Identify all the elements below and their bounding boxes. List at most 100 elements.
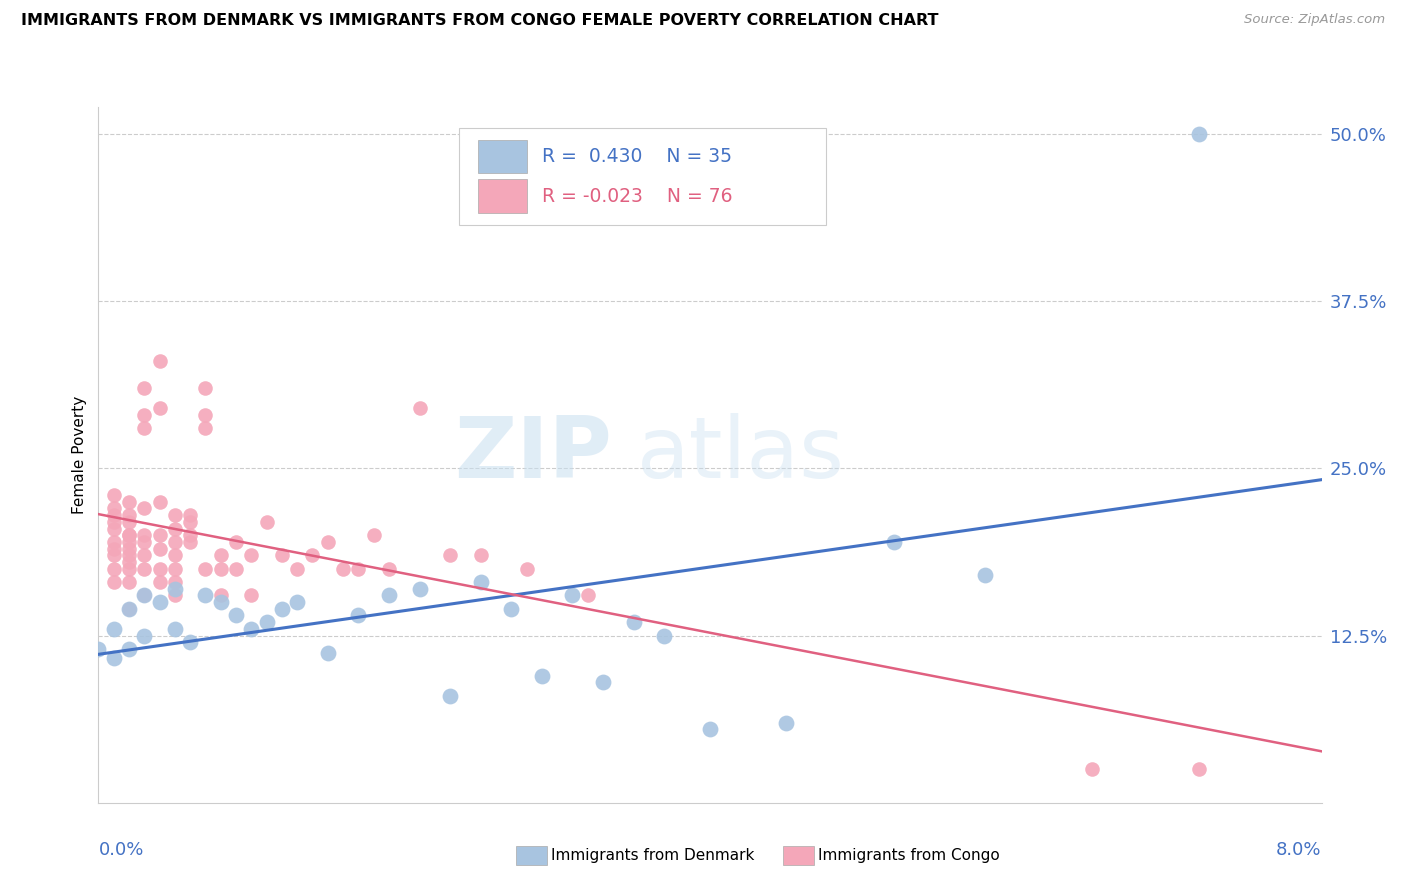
Point <box>179 508 201 523</box>
Point <box>134 628 156 642</box>
Point <box>103 562 125 576</box>
Point <box>163 589 186 603</box>
Point <box>316 535 339 549</box>
Point <box>149 562 172 576</box>
Point <box>118 535 141 549</box>
Point <box>134 548 156 563</box>
Point <box>103 508 125 523</box>
Point <box>592 675 614 690</box>
Text: Immigrants from Congo: Immigrants from Congo <box>818 848 1000 863</box>
Point <box>149 541 172 556</box>
Point <box>149 401 172 416</box>
Point <box>149 595 172 609</box>
Text: ZIP: ZIP <box>454 413 612 497</box>
Point <box>285 562 308 576</box>
Point <box>118 602 141 616</box>
Point <box>118 642 141 657</box>
Point <box>163 575 186 590</box>
Text: R =  0.430    N = 35: R = 0.430 N = 35 <box>543 147 733 166</box>
Point <box>194 562 217 576</box>
Bar <box>478 179 526 213</box>
Point <box>103 622 125 636</box>
Point <box>134 408 156 422</box>
Point <box>408 582 430 596</box>
Point <box>149 575 172 590</box>
Point <box>103 575 125 590</box>
Point <box>163 622 186 636</box>
Point <box>316 646 339 660</box>
Text: atlas: atlas <box>637 413 845 497</box>
Point <box>163 535 186 549</box>
Point <box>209 589 232 603</box>
Point <box>179 528 201 542</box>
Point <box>225 608 247 623</box>
Point <box>134 421 156 435</box>
Point <box>163 508 186 523</box>
Text: IMMIGRANTS FROM DENMARK VS IMMIGRANTS FROM CONGO FEMALE POVERTY CORRELATION CHAR: IMMIGRANTS FROM DENMARK VS IMMIGRANTS FR… <box>21 13 939 29</box>
Point <box>408 401 430 416</box>
Point <box>149 494 172 508</box>
Point <box>134 535 156 549</box>
Point <box>285 595 308 609</box>
Text: 0.0%: 0.0% <box>98 841 143 859</box>
Point <box>775 715 797 730</box>
Text: 8.0%: 8.0% <box>1277 841 1322 859</box>
Point <box>378 589 401 603</box>
Point <box>118 575 141 590</box>
Point <box>439 689 461 703</box>
Point <box>163 548 186 563</box>
Point <box>134 528 156 542</box>
Point <box>1188 762 1211 776</box>
Point <box>561 589 583 603</box>
Point <box>118 555 141 569</box>
Point <box>240 548 263 563</box>
Point <box>134 562 156 576</box>
Point <box>134 589 156 603</box>
Point <box>883 535 905 549</box>
Point <box>332 562 354 576</box>
Point <box>163 562 186 576</box>
Point <box>118 562 141 576</box>
Point <box>439 548 461 563</box>
Point <box>118 602 141 616</box>
Point <box>118 528 141 542</box>
Point <box>1081 762 1104 776</box>
Point <box>179 535 201 549</box>
Point <box>103 521 125 535</box>
Point <box>149 354 172 368</box>
Point <box>118 494 141 508</box>
Point <box>134 381 156 395</box>
Point <box>209 595 232 609</box>
Point <box>103 651 125 665</box>
Bar <box>478 140 526 173</box>
Point <box>149 528 172 542</box>
Point <box>270 548 294 563</box>
Text: R = -0.023    N = 76: R = -0.023 N = 76 <box>543 186 733 205</box>
Point <box>103 548 125 563</box>
Point <box>194 421 217 435</box>
Point <box>134 589 156 603</box>
Y-axis label: Female Poverty: Female Poverty <box>72 396 87 514</box>
Point <box>530 669 553 683</box>
Point <box>118 541 141 556</box>
Point <box>118 548 141 563</box>
Point <box>363 528 385 542</box>
Point <box>103 535 125 549</box>
Point <box>240 622 263 636</box>
Point <box>623 615 645 630</box>
Point <box>240 589 263 603</box>
Point <box>256 515 278 529</box>
Point <box>163 521 186 535</box>
Point <box>194 589 217 603</box>
Point <box>103 541 125 556</box>
Point <box>256 615 278 630</box>
Point <box>576 589 599 603</box>
Point <box>1188 127 1211 141</box>
Point <box>347 608 370 623</box>
Point <box>270 602 294 616</box>
Point <box>225 562 247 576</box>
Point <box>470 548 492 563</box>
Point <box>470 575 492 590</box>
Point <box>699 723 721 737</box>
Point <box>347 562 370 576</box>
